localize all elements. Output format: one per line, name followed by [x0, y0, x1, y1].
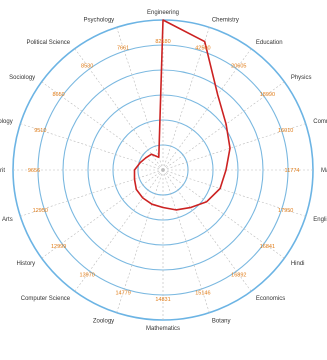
- category-label-arts: Arts: [2, 217, 13, 223]
- value-label-engineering: 82180: [155, 39, 170, 45]
- spoke-commerce: [162, 123, 306, 171]
- value-label-english: 17950: [278, 208, 293, 214]
- category-label-psychology: Psychology: [83, 18, 114, 24]
- category-label-mathematics: Mathematics: [146, 326, 180, 332]
- value-label-sociology: 8650: [53, 92, 65, 98]
- category-label-chemistry: Chemistry: [212, 18, 239, 24]
- spoke-education: [162, 48, 252, 171]
- spoke-psychology: [116, 27, 164, 171]
- spoke-chemistry: [162, 27, 210, 171]
- category-label-english: English: [313, 217, 327, 223]
- category-label-sociology: Sociology: [9, 75, 35, 81]
- value-label-mathematics: 14831: [155, 297, 170, 303]
- value-label-zoology: 14779: [115, 291, 130, 297]
- value-labels: 82180 42500 20605 18990 16010 11774 17950 16841…: [28, 39, 300, 303]
- series-line-0: [133, 19, 231, 211]
- spoke-hindi: [162, 169, 285, 259]
- radar-series: [133, 19, 231, 211]
- spoke-economics: [162, 169, 252, 292]
- value-label-hindi: 16841: [260, 244, 275, 250]
- value-label-botany: 15146: [195, 291, 210, 297]
- value-label-economics: 16892: [231, 272, 246, 278]
- category-label-economics: Economics: [256, 296, 285, 302]
- spoke-computer-science: [74, 169, 164, 292]
- category-label-sanskrit: Sanskrit: [0, 168, 5, 174]
- value-label-chemistry: 42500: [195, 45, 210, 51]
- radar-spokes: [13, 20, 313, 320]
- category-label-history: History: [17, 261, 36, 267]
- spoke-botany: [162, 169, 210, 313]
- spoke-sociology: [41, 81, 164, 171]
- spoke-arts: [20, 169, 164, 217]
- spoke-political-science: [74, 48, 164, 171]
- spoke-history: [41, 169, 164, 259]
- value-label-psychology: 7661: [117, 45, 129, 51]
- spoke-biotechnology: [20, 123, 164, 171]
- value-label-sanskrit: 9656: [28, 168, 40, 174]
- category-label-management: Management: [321, 168, 327, 174]
- spoke-zoology: [116, 169, 164, 313]
- category-label-education: Education: [256, 40, 283, 46]
- category-label-political-science: Political Science: [26, 40, 70, 46]
- value-label-biotechnology: 9510: [34, 128, 46, 134]
- category-label-commerce: Commerce: [313, 119, 327, 125]
- category-label-biotechnology: Biotechnology: [0, 119, 13, 125]
- value-label-political-science: 8530: [81, 64, 93, 70]
- spoke-physics: [162, 81, 285, 171]
- value-label-education: 20605: [231, 64, 246, 70]
- category-label-physics: Physics: [291, 75, 312, 81]
- value-label-computer-science: 13970: [80, 272, 95, 278]
- category-labels: Engineering Chemistry Education Physics Com m…: [0, 10, 327, 332]
- value-label-commerce: 16010: [278, 128, 293, 134]
- spoke-english: [162, 169, 306, 217]
- category-label-botany: Botany: [212, 318, 231, 324]
- value-label-arts: 12950: [33, 208, 48, 214]
- category-label-hindi: Hindi: [291, 261, 305, 267]
- radar-ring-3: [87, 94, 239, 246]
- value-label-physics: 18990: [260, 92, 275, 98]
- value-label-management: 11774: [285, 168, 300, 174]
- category-label-engineering: Engineering: [147, 10, 179, 16]
- value-label-history: 12999: [51, 244, 66, 250]
- category-label-computer-science: Computer Science: [21, 296, 71, 302]
- category-label-zoology: Zoology: [93, 318, 114, 324]
